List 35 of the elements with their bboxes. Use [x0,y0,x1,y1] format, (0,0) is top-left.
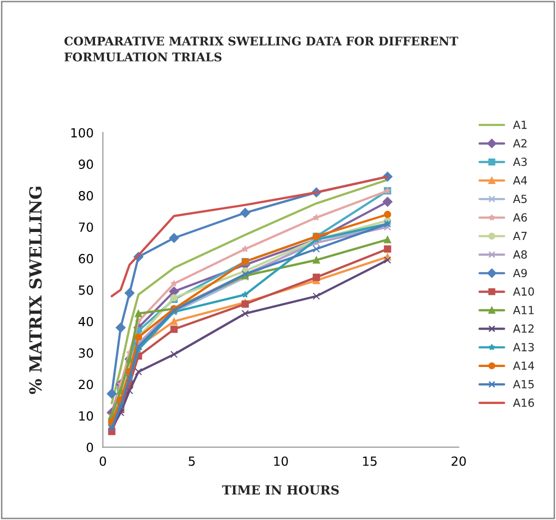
legend-label: A11 [513,306,534,314]
legend-label: A2 [513,139,526,148]
x-tick-label: 10 [274,456,288,466]
y-tick-label: 10 [79,411,93,421]
y-tick-label: 30 [78,348,93,358]
x-axis-title: TIME IN HOURS [222,485,339,495]
legend-label: A4 [513,176,527,184]
y-tick-label: 40 [78,316,93,326]
legend-label: A7 [513,232,527,240]
x-tick-label: 15 [363,456,377,466]
legend-label: A5 [513,194,527,204]
legend-label: A10 [513,287,534,296]
y-axis-title: % MATRIX SWELLING [29,186,42,394]
legend-label: A9 [513,268,527,278]
x-tick-label: 0 [100,456,106,466]
y-tick-label: 80 [78,190,93,200]
y-tick-label: 50 [78,285,93,295]
y-tick-label: 0 [86,442,93,452]
legend-label: A16 [513,398,534,407]
legend-label: A12 [513,324,534,333]
y-tick-label: 70 [78,222,93,232]
legend-label: A13 [513,342,534,352]
legend-label: A1 [513,120,527,129]
x-tick-label: 5 [188,456,195,466]
chart-title: COMPARATIVE MATRIX SWELLING DATA FOR DIFFERENT FORMULATION TRIALS [64,36,458,62]
legend-label: A6 [513,213,527,222]
legend-label: A3 [513,158,527,166]
x-tick-label: 20 [452,456,466,466]
y-tick-label: 90 [78,160,93,169]
legend-label: A8 [513,250,527,259]
y-tick-label: 20 [78,380,93,390]
y-tick-label: 100 [71,128,93,138]
legend-label: A15 [513,380,534,388]
y-tick-label: 60 [78,254,93,264]
legend-label: A14 [513,362,534,370]
